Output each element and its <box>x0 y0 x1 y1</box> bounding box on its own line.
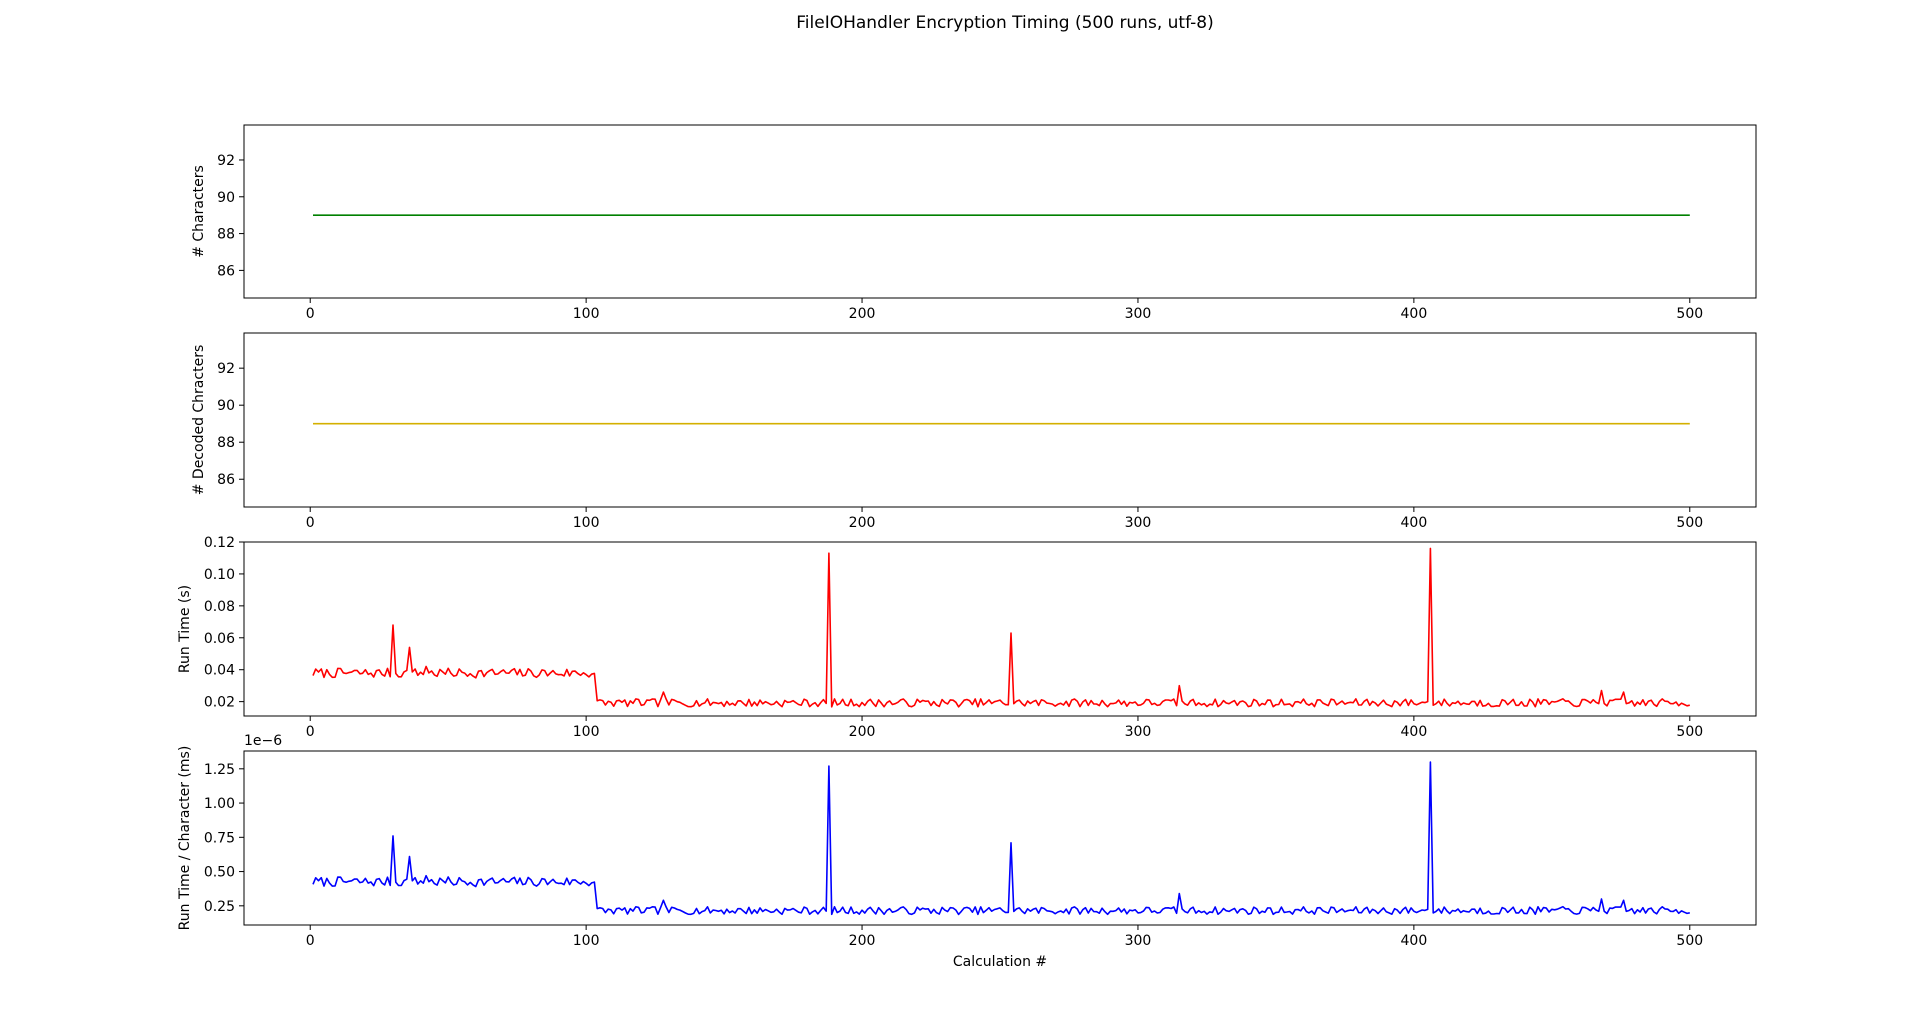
y-tick-label: 86 <box>217 472 235 488</box>
x-axis-label: Calculation # <box>953 954 1047 970</box>
x-tick-label: 0 <box>306 306 315 322</box>
series-line-4-1 <box>312 761 1690 916</box>
series-line-3-1 <box>312 547 1690 708</box>
x-tick-label: 400 <box>1401 724 1428 740</box>
y-tick-label: 90 <box>217 398 235 414</box>
subplot-2: 0 100 200 300 400 500 86 88 90 92 # Decoded Chract… <box>191 332 1757 531</box>
x-tick-label: 100 <box>573 306 600 322</box>
x-tick-label: 400 <box>1401 306 1428 322</box>
x-tick-label: 100 <box>573 724 600 740</box>
subplot-3: 0 100 200 300 400 500 0.02 0.04 0.06 0.08 0.10 0.12… <box>177 535 1757 740</box>
y-tick-label: 1.25 <box>204 762 235 778</box>
y-tick-label: 0.02 <box>204 695 235 711</box>
x-tick-label: 300 <box>1125 515 1152 531</box>
x-tick-label: 500 <box>1676 515 1703 531</box>
y-tick-label: 1.00 <box>204 796 235 812</box>
y-offset-text: 1e−6 <box>244 733 282 749</box>
y-tick-label: 0.08 <box>204 599 235 615</box>
x-tick-label: 100 <box>573 515 600 531</box>
x-tick-label: 0 <box>306 724 315 740</box>
figure-title: FileIOHandler Encryption Timing (500 run… <box>796 13 1213 33</box>
x-tick-label: 400 <box>1401 933 1428 949</box>
y-tick-label: 88 <box>217 435 235 451</box>
y-axis-label: # Characters <box>191 165 207 258</box>
x-tick-label: 500 <box>1676 306 1703 322</box>
y-tick-label: 0.12 <box>204 535 235 551</box>
y-tick-label: 0.75 <box>204 830 235 846</box>
x-tick-label: 100 <box>573 933 600 949</box>
x-tick-label: 200 <box>849 724 876 740</box>
x-tick-label: 500 <box>1676 933 1703 949</box>
x-tick-label: 200 <box>849 306 876 322</box>
x-tick-label: 0 <box>306 933 315 949</box>
x-tick-label: 300 <box>1125 306 1152 322</box>
y-tick-label: 88 <box>217 227 235 243</box>
y-tick-label: 86 <box>217 263 235 279</box>
x-tick-label: 300 <box>1125 933 1152 949</box>
axes-frame-3 <box>243 541 1757 717</box>
y-tick-label: 92 <box>217 361 235 377</box>
y-axis-label: Run Time (s) <box>177 585 193 673</box>
subplot-1: 0 100 200 300 400 500 86 88 90 92 # Characters <box>191 124 1757 322</box>
y-axis-label: # Decoded Chracters <box>191 345 207 496</box>
x-tick-label: 200 <box>849 933 876 949</box>
axes-frame-1 <box>243 124 1757 299</box>
x-tick-label: 300 <box>1125 724 1152 740</box>
x-tick-label: 0 <box>306 515 315 531</box>
subplot-4: 0 100 200 300 400 500 0.25 0.50 0.75 1.00 1.25 Run … <box>177 733 1757 970</box>
x-tick-label: 400 <box>1401 515 1428 531</box>
y-axis-label: Run Time / Character (ms) <box>177 746 193 931</box>
axes-frame-4 <box>243 750 1757 926</box>
y-tick-label: 0.25 <box>204 899 235 915</box>
y-tick-label: 92 <box>217 153 235 169</box>
x-tick-label: 200 <box>849 515 876 531</box>
y-tick-label: 0.06 <box>204 631 235 647</box>
y-tick-label: 90 <box>217 190 235 206</box>
axes-frame-2 <box>243 332 1757 508</box>
y-tick-label: 0.04 <box>204 663 235 679</box>
x-tick-label: 500 <box>1676 724 1703 740</box>
y-tick-label: 0.10 <box>204 567 235 583</box>
y-tick-label: 0.50 <box>204 865 235 881</box>
